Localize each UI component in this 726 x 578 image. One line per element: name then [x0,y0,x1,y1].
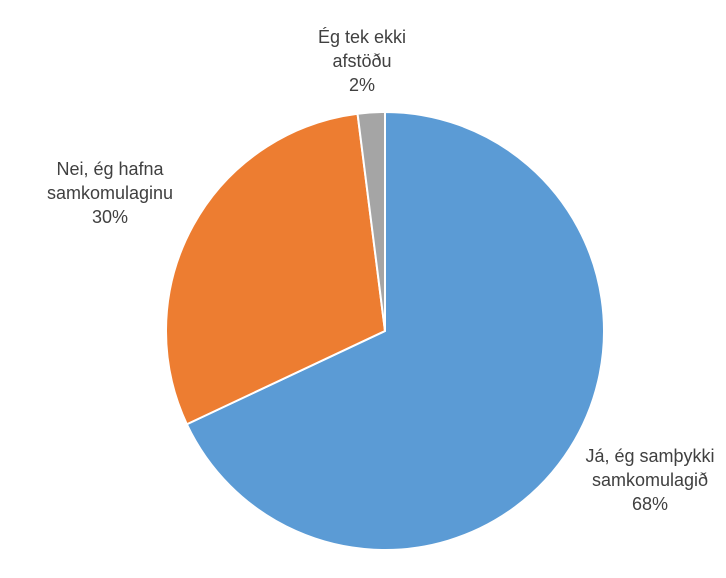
data-label-percent: 68% [632,494,668,514]
data-labels: Já, ég samþykki samkomulagið 68% Nei, ég ha… [47,27,715,514]
data-label-line: Ég tek ekki [318,27,406,47]
data-label-line: samkomulaginu [47,183,173,203]
data-label-nei-eg-hafna: Nei, ég hafna samkomulaginu 30% [47,159,173,227]
pie-slice-ja-eg-sam-ykki [185,111,605,551]
data-label-percent: 2% [349,75,375,95]
data-label-ja-eg-sam-ykki: Já, ég samþykki samkomulagið 68% [585,446,714,514]
pie-slice-nei-eg-hafna [164,112,386,426]
data-label-line: afstöðu [332,51,391,71]
data-label-line: samkomulagið [592,470,708,490]
pie-slice-eg-tek-ekki [356,111,386,332]
data-label-eg-tek-ekki: Ég tek ekki afstöðu 2% [318,27,406,95]
pie-slices [164,111,605,551]
data-label-percent: 30% [92,207,128,227]
data-label-line: Já, ég samþykki [585,446,714,466]
data-label-line: Nei, ég hafna [56,159,164,179]
